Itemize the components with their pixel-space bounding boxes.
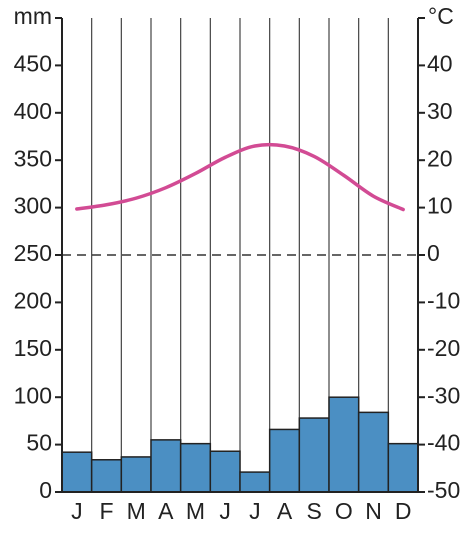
y-tick-label: 250 bbox=[14, 240, 52, 266]
bar bbox=[298, 417, 330, 493]
bar bbox=[61, 451, 93, 493]
bar bbox=[179, 442, 212, 493]
y2-tick-label: 0 bbox=[427, 240, 440, 266]
x-tick-label: A bbox=[277, 498, 293, 524]
bar bbox=[150, 439, 182, 493]
y-tick-label: 400 bbox=[14, 98, 52, 124]
y2-tick-label: -20 bbox=[427, 335, 460, 361]
bar bbox=[90, 459, 123, 493]
x-tick-label: D bbox=[395, 498, 412, 524]
x-tick-label: A bbox=[158, 498, 174, 524]
y-tick-label: 0 bbox=[39, 477, 52, 503]
x-tick-label: M bbox=[186, 498, 205, 524]
y2-tick-label: 20 bbox=[427, 145, 453, 171]
temperature-line bbox=[75, 142, 405, 212]
bar bbox=[268, 428, 301, 493]
y2-tick-label: 10 bbox=[427, 193, 453, 219]
bar bbox=[387, 442, 419, 493]
y2-tick-label: -40 bbox=[427, 430, 460, 456]
x-tick-label: F bbox=[99, 498, 113, 524]
x-tick-label: O bbox=[335, 498, 353, 524]
y-tick-label: 150 bbox=[14, 335, 52, 361]
bar bbox=[239, 471, 271, 493]
y-axis-label: mm bbox=[14, 3, 52, 29]
x-tick-label: J bbox=[249, 498, 261, 524]
y-tick-label: 50 bbox=[26, 430, 52, 456]
bar bbox=[209, 450, 241, 493]
y-tick-label: 200 bbox=[14, 287, 52, 313]
y-tick-label: 350 bbox=[14, 145, 52, 171]
y2-tick-label: -30 bbox=[427, 382, 460, 408]
x-tick-label: N bbox=[365, 498, 382, 524]
y-tick-label: 100 bbox=[14, 382, 52, 408]
y2-axis-label: °C bbox=[428, 3, 454, 29]
y2-tick-label: -50 bbox=[427, 477, 460, 503]
bar bbox=[328, 396, 360, 493]
x-tick-label: J bbox=[71, 498, 83, 524]
y-tick-label: 450 bbox=[14, 50, 52, 76]
y2-tick-label: -10 bbox=[427, 287, 460, 313]
y2-tick-label: 30 bbox=[427, 98, 453, 124]
x-tick-label: S bbox=[306, 498, 321, 524]
x-tick-label: J bbox=[219, 498, 231, 524]
x-tick-label: M bbox=[127, 498, 146, 524]
y-tick-label: 300 bbox=[14, 193, 52, 219]
y2-tick-label: 40 bbox=[427, 50, 453, 76]
bar bbox=[357, 411, 390, 493]
bar bbox=[120, 456, 152, 493]
